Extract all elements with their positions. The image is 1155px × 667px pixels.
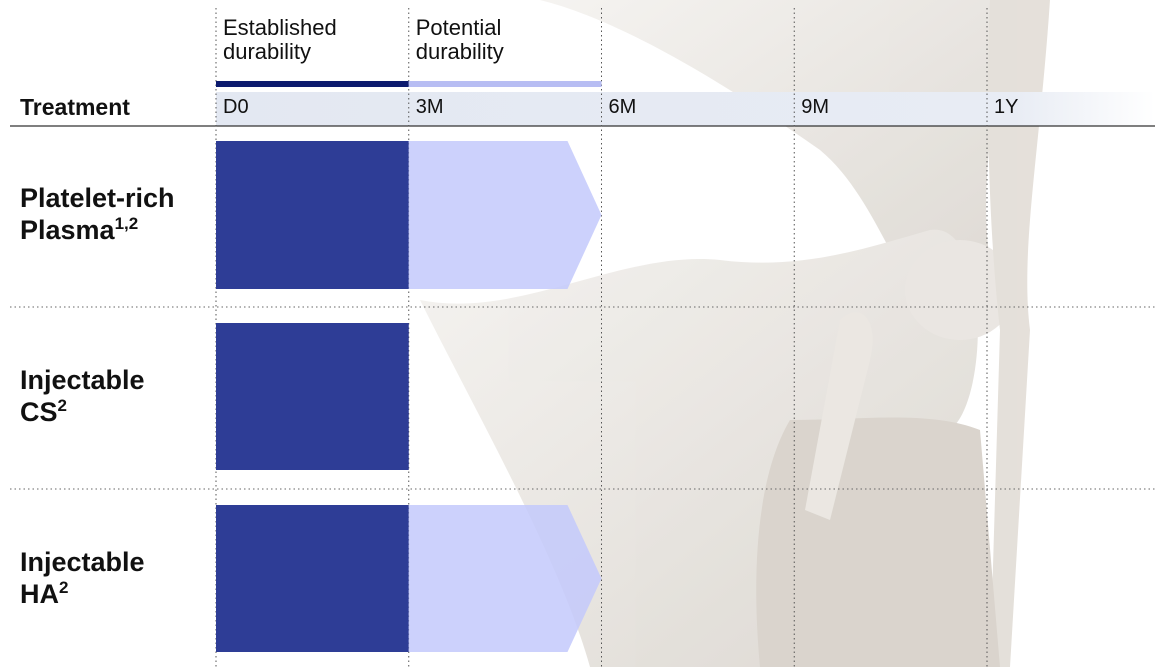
footnote-ref: 1,2	[114, 214, 139, 233]
legend-label: Established durability	[223, 15, 337, 64]
legend-swatch	[216, 81, 409, 87]
footnote-ref: 2	[59, 577, 69, 597]
x-tick-label: 9M	[801, 96, 830, 118]
category-name: Platelet-rich Plasma	[20, 183, 175, 245]
x-tick-label: 1Y	[994, 96, 1019, 118]
bar-segment	[216, 505, 409, 652]
bar-segment	[216, 141, 409, 289]
x-tick-label: 3M	[415, 96, 444, 118]
category-label: Injectable CS2	[20, 364, 185, 428]
category-label: Injectable HA2	[20, 546, 185, 610]
footnote-ref: 2	[57, 395, 67, 415]
category-label: Platelet-rich Plasma1,2	[20, 182, 185, 246]
category-name: Injectable HA	[20, 546, 145, 609]
category-name: Injectable CS	[20, 364, 145, 427]
legend-label: Potential durability	[415, 15, 504, 64]
x-tick-label: 6M	[608, 96, 637, 118]
bar-segment	[216, 323, 409, 470]
axis-band	[216, 92, 1155, 126]
legend-swatch	[408, 81, 602, 87]
y-axis-label: Treatment	[20, 94, 130, 120]
x-tick-label: D0	[223, 96, 249, 118]
bar-segment	[408, 141, 602, 289]
bar-segment	[408, 505, 602, 652]
